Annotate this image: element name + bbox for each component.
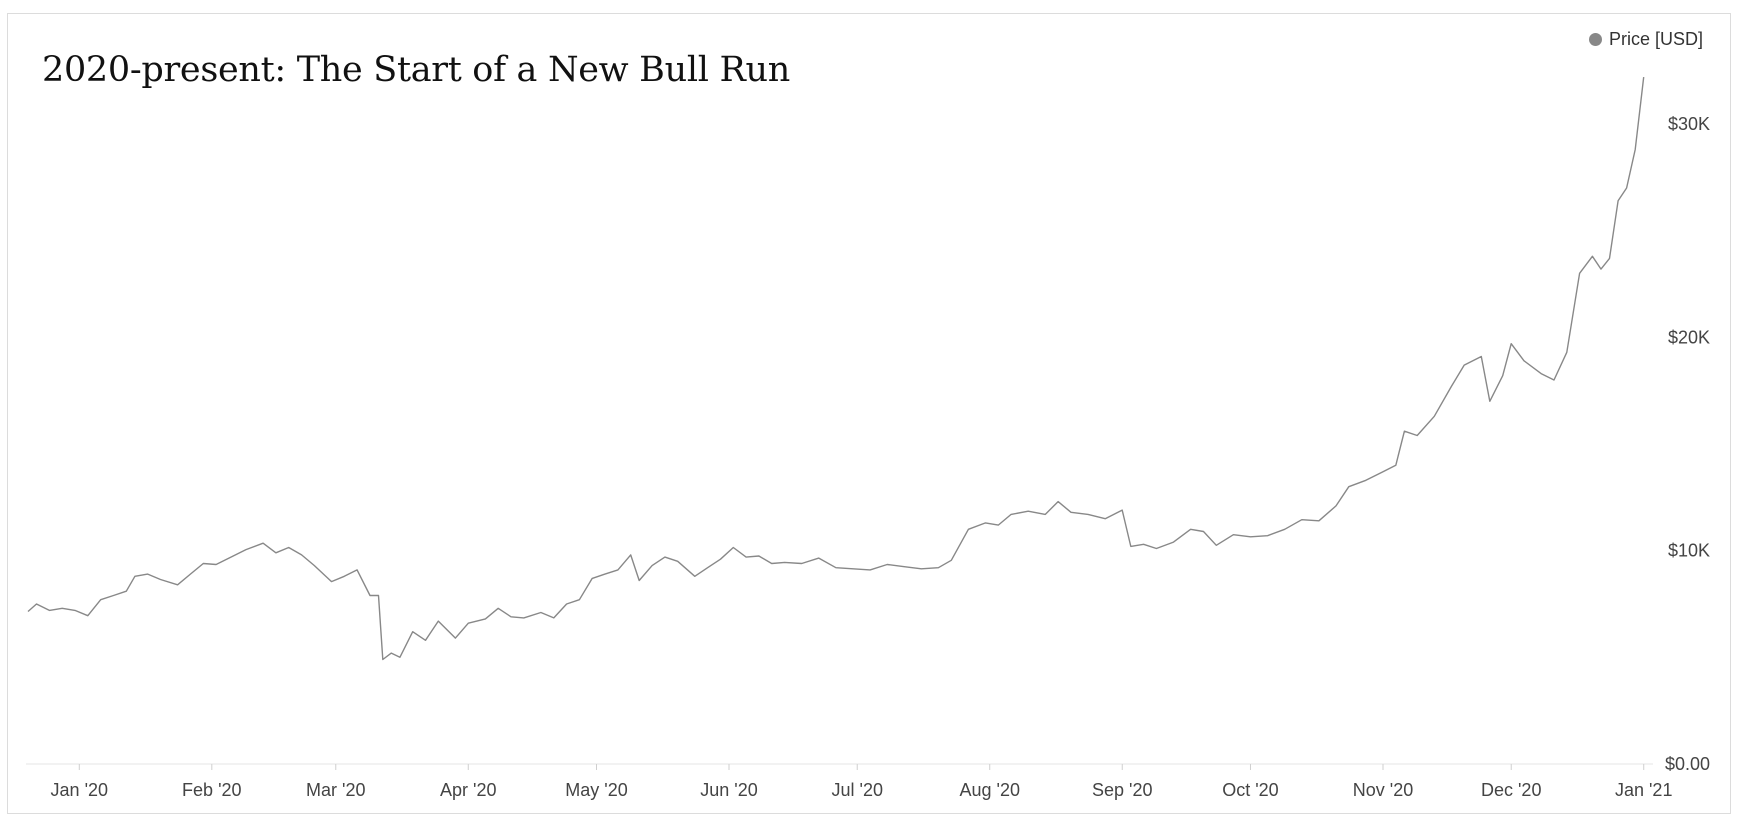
x-tick-label: Apr '20 xyxy=(440,780,496,800)
x-tick-label: Jan '20 xyxy=(51,780,108,800)
x-tick-label: Dec '20 xyxy=(1481,780,1541,800)
x-tick-label: Aug '20 xyxy=(959,780,1020,800)
y-tick-label: $20K xyxy=(1668,327,1710,347)
x-tick-label: Jan '21 xyxy=(1615,780,1672,800)
x-tick-label: Jun '20 xyxy=(700,780,757,800)
x-tick-label: Jul '20 xyxy=(832,780,883,800)
legend[interactable]: Price [USD] xyxy=(1588,29,1703,50)
x-tick-label: Sep '20 xyxy=(1092,780,1153,800)
series-line-price xyxy=(27,77,1645,661)
x-tick-label: Feb '20 xyxy=(182,780,241,800)
chart-frame xyxy=(7,13,1731,814)
y-tick-label: $0.00 xyxy=(1665,754,1710,774)
chart-title: 2020-present: The Start of a New Bull Ru… xyxy=(42,50,790,90)
x-tick-label: May '20 xyxy=(565,780,627,800)
x-tick-label: Nov '20 xyxy=(1353,780,1413,800)
x-tick-label: Mar '20 xyxy=(306,780,365,800)
legend-marker xyxy=(1588,33,1602,46)
legend-label: Price [USD] xyxy=(1608,29,1703,49)
y-tick-label: $10K xyxy=(1668,541,1710,561)
x-tick-label: Oct '20 xyxy=(1222,780,1278,800)
y-tick-label: $30K xyxy=(1668,114,1710,134)
